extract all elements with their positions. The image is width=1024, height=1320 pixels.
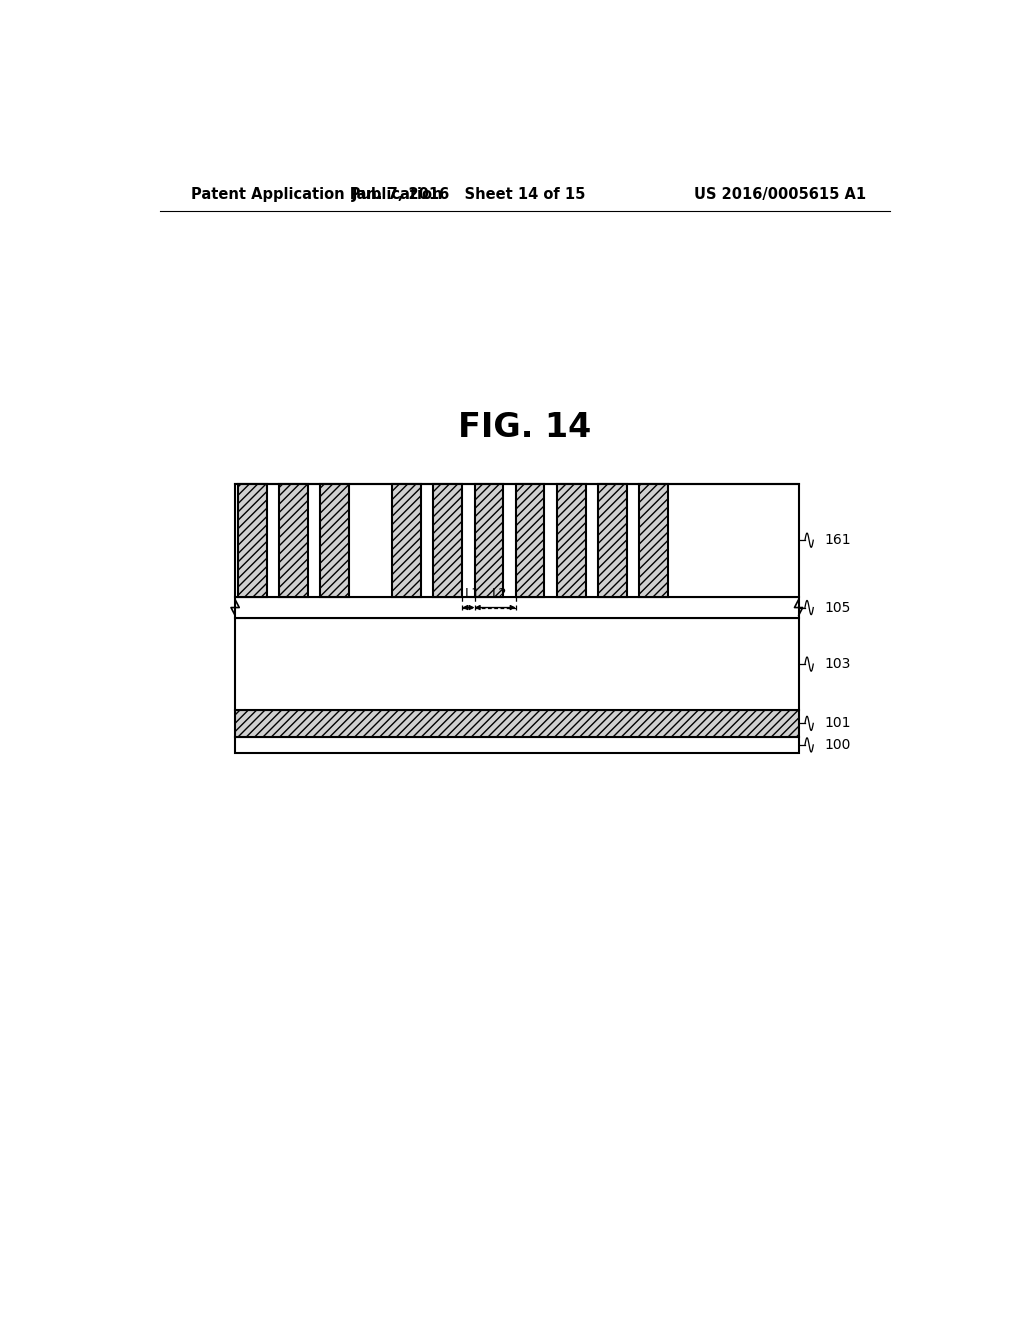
Bar (516, 483, 545, 597)
Text: 161: 161 (824, 533, 851, 548)
Text: US 2016/0005615 A1: US 2016/0005615 A1 (694, 187, 866, 202)
Bar (236, 483, 799, 597)
Bar (236, 737, 799, 752)
Bar (392, 483, 421, 597)
Text: L1: L1 (465, 587, 480, 601)
Text: Patent Application Publication: Patent Application Publication (191, 187, 443, 202)
Text: L2: L2 (492, 587, 507, 601)
Text: 105: 105 (824, 601, 851, 615)
Bar (557, 483, 586, 597)
Bar (280, 483, 308, 597)
Text: 100: 100 (824, 738, 851, 752)
Bar (639, 483, 668, 597)
Text: Jan. 7, 2016   Sheet 14 of 15: Jan. 7, 2016 Sheet 14 of 15 (352, 187, 587, 202)
Bar (433, 483, 462, 597)
Bar (321, 483, 349, 597)
Bar (236, 710, 799, 737)
Text: FIG. 14: FIG. 14 (458, 412, 592, 445)
Bar (474, 483, 504, 597)
Bar (598, 483, 627, 597)
Bar (238, 483, 266, 597)
Text: 101: 101 (824, 717, 851, 730)
Bar (236, 618, 799, 710)
Bar (236, 597, 799, 618)
Text: 103: 103 (824, 657, 851, 671)
